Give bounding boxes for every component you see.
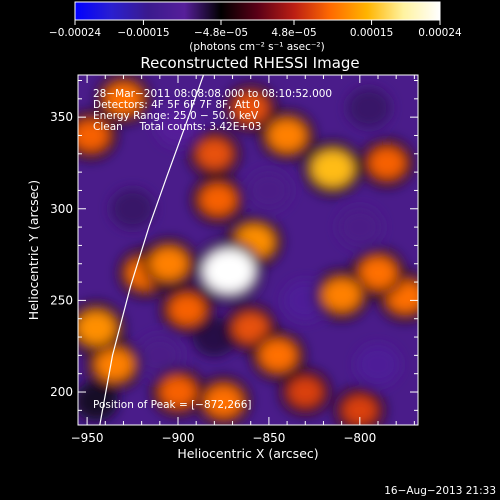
y-tick-label: 250: [50, 293, 73, 307]
annotation-energy: Energy Range: 25.0 − 50.0 keV: [93, 110, 259, 122]
x-tick-label: −850: [252, 431, 285, 445]
y-tick-label: 200: [50, 385, 73, 399]
heatmap-negative-source: [246, 170, 291, 211]
heatmap-source: [259, 339, 297, 372]
colorbar-tick-label: 4.8e−05: [271, 27, 316, 39]
heatmap-source: [232, 312, 269, 344]
x-tick-label: −950: [71, 431, 104, 445]
annotation-counts: Clean Total counts: 3.42E+03: [93, 121, 262, 133]
heatmap-negative-source: [337, 207, 382, 248]
axis-ticks: −950 −900 −850 −800 200 250 300 350: [50, 75, 418, 445]
footer-timestamp: 16−Aug−2013 21:33: [384, 485, 496, 497]
heatmap-source: [159, 376, 197, 408]
x-axis-label: Heliocentric X (arcsec): [177, 446, 318, 461]
heatmap-source: [196, 138, 233, 170]
heatmap-source: [78, 119, 110, 152]
colorbar-tick-label: 0.00024: [418, 27, 462, 39]
peak-core: [217, 261, 240, 282]
heatmap-source: [104, 82, 143, 115]
heatmap-source: [287, 377, 323, 407]
heatmap-source: [149, 247, 189, 281]
heatmap-source: [342, 395, 378, 425]
heatmap-source: [368, 147, 406, 179]
heatmap-source: [168, 293, 206, 326]
heatmap-negative-source: [110, 188, 155, 229]
colorbar-tick-label: −4.8e−05: [194, 27, 248, 39]
heatmap-negative-source: [346, 87, 391, 128]
heatmap-source: [94, 347, 134, 382]
annotation-detectors: Detectors: 4F 5F 6F 7F 8F, Att 0: [93, 99, 260, 111]
x-tick-label: −900: [162, 431, 195, 445]
heatmap-negative-source: [356, 344, 400, 385]
colorbar-ticks: −0.00024 −0.00015 −4.8e−05 4.8e−05 0.00015 0.…: [49, 20, 462, 39]
y-tick-label: 300: [50, 202, 73, 216]
heatmap-source: [232, 92, 269, 124]
colorbar-tick-label: −0.00015: [117, 27, 169, 39]
heatmap-source: [322, 278, 362, 312]
colorbar-tick-label: 0.00015: [350, 27, 393, 39]
y-axis-label: Heliocentric Y (arcsec): [26, 180, 41, 320]
colorbar: [74, 1, 441, 21]
colorbar-units: (photons cm⁻² s⁻¹ asec⁻²): [189, 41, 324, 53]
y-tick-label: 350: [50, 110, 73, 124]
heatmap-layer: [78, 75, 418, 425]
heatmap-negative-source: [137, 335, 182, 376]
heatmap-source: [359, 256, 397, 290]
heatmap-blobs: [78, 75, 418, 425]
chart-title: Reconstructed RHESSI Image: [140, 54, 359, 72]
heatmap-source: [199, 183, 237, 216]
heatmap-source: [204, 385, 243, 418]
heatmap-negative-source: [78, 381, 119, 422]
plot-frame: [77, 74, 419, 426]
solar-limb-curve: [99, 75, 205, 425]
heatmap-source: [267, 118, 307, 153]
heatmap-source: [78, 310, 117, 345]
annotation-time: 28−Mar−2011 08:08:08.000 to 08:10:52.000: [93, 88, 332, 100]
peak-position-label: Position of Peak = [−872,266]: [93, 399, 252, 411]
heatmap-source: [311, 150, 355, 187]
x-tick-label: −800: [343, 431, 376, 445]
colorbar-tick-label: −0.00024: [49, 27, 102, 39]
